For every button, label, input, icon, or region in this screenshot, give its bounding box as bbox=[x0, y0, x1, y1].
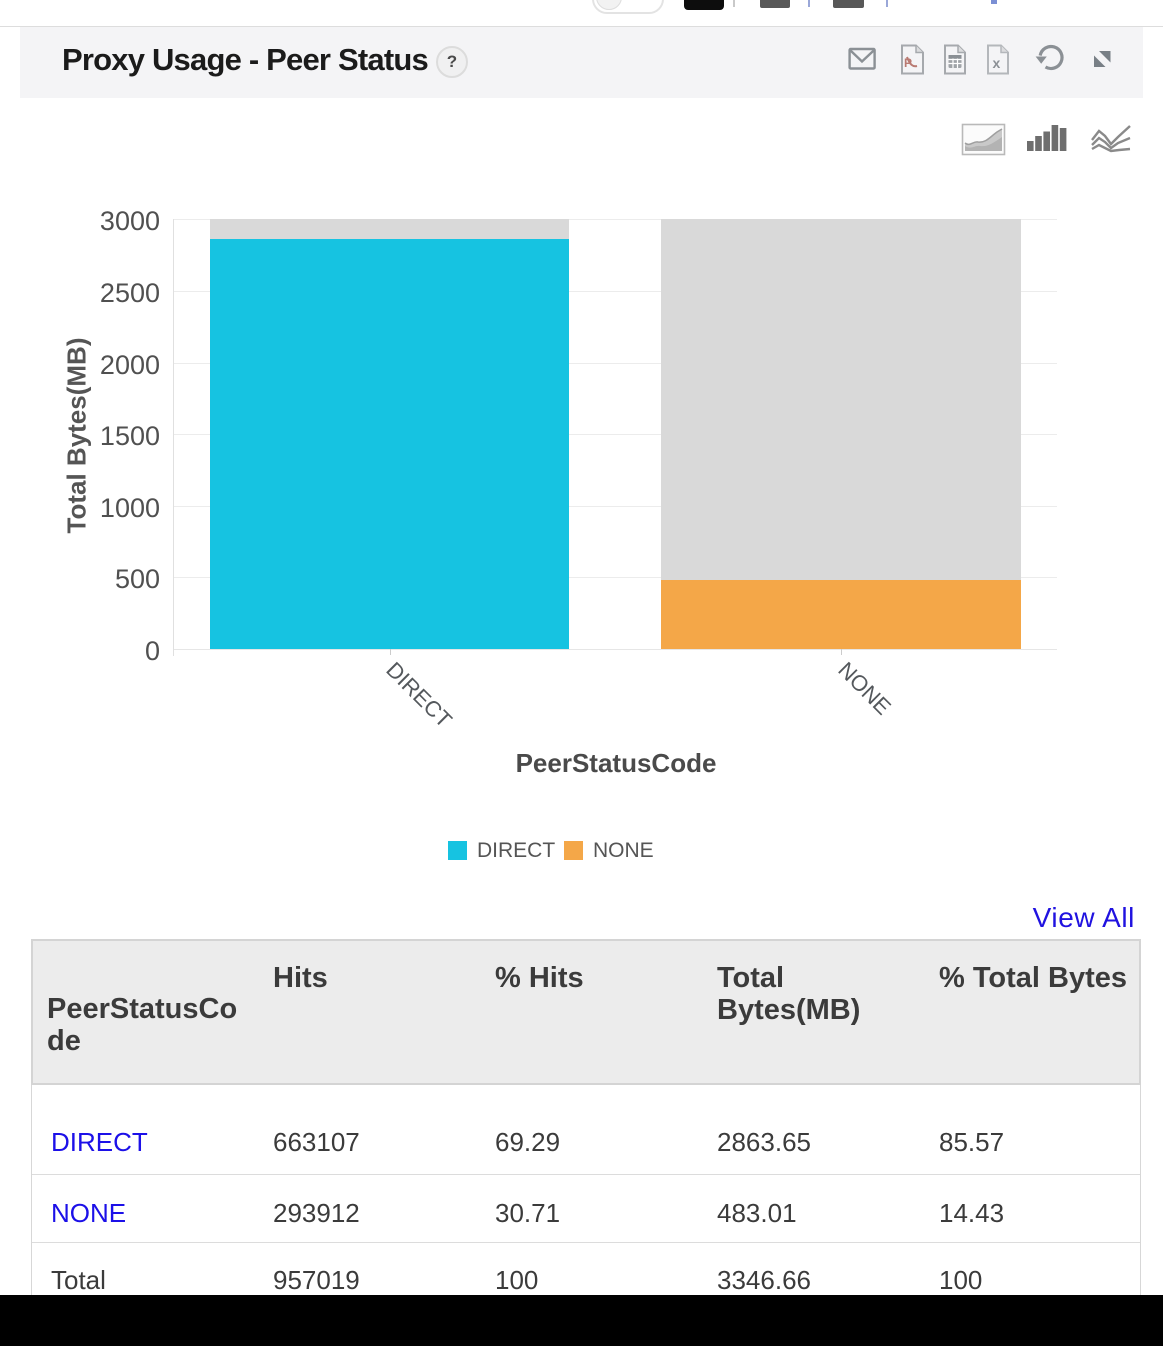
svg-text:P: P bbox=[904, 56, 912, 70]
svg-text:x: x bbox=[993, 55, 1001, 71]
